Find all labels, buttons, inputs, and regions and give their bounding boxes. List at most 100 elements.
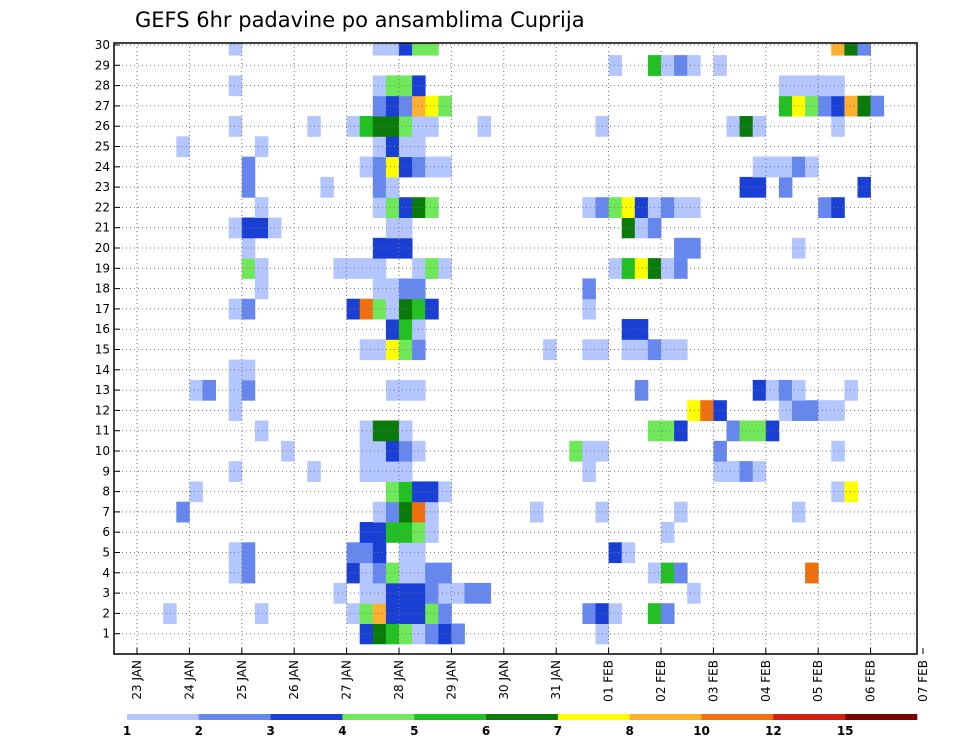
heatmap-cell: [346, 298, 361, 320]
heatmap-cell: [241, 217, 256, 239]
heatmap-cell: [385, 379, 400, 401]
colorbar-swatch: [557, 714, 631, 720]
heatmap-cell: [778, 379, 793, 401]
heatmap-cell: [228, 43, 243, 56]
heatmap-cell: [228, 298, 243, 320]
heatmap-cell: [281, 440, 295, 462]
colorbar-label: 12: [765, 724, 782, 738]
heatmap-cell: [569, 440, 583, 462]
heatmap-cell: [582, 440, 596, 462]
heatmap-cell: [752, 156, 767, 178]
colorbar-swatch: [773, 714, 846, 720]
heatmap-cell: [320, 176, 334, 198]
heatmap-cell: [582, 461, 596, 482]
heatmap-cell: [464, 582, 478, 604]
heatmap-cells: [163, 43, 885, 645]
heatmap-cell: [399, 603, 413, 624]
colorbar-swatch: [414, 714, 487, 720]
heatmap-cell: [385, 501, 400, 523]
y-tick-label: 6: [102, 525, 110, 539]
colorbar-swatch: [127, 714, 200, 720]
heatmap-cell: [752, 176, 767, 198]
heatmap-cell: [674, 562, 688, 584]
heatmap-cell: [254, 278, 269, 300]
heatmap-cell: [752, 420, 767, 442]
x-axis: 23 JAN 24 JAN 25 JAN 26 JAN 27 JAN 28 JAN 29 J…: [130, 648, 930, 702]
heatmap-cell: [818, 197, 832, 218]
y-tick-label: 27: [95, 99, 110, 113]
heatmap-cell: [372, 75, 387, 97]
heatmap-cell: [189, 379, 203, 401]
heatmap-cell: [385, 95, 400, 117]
heatmap-cell: [372, 461, 387, 482]
heatmap-cell: [674, 237, 688, 259]
heatmap-cell: [399, 461, 413, 482]
heatmap-cell: [621, 339, 636, 361]
heatmap-cell: [661, 258, 675, 279]
heatmap-cell: [857, 43, 871, 56]
heatmap-cell: [844, 481, 858, 503]
heatmap-cell: [385, 582, 400, 604]
heatmap-cell: [726, 116, 740, 137]
x-tick-label: 30 JAN: [497, 660, 511, 700]
y-tick-label: 4: [102, 566, 110, 580]
heatmap-cell: [805, 156, 819, 178]
x-tick-label: 31 JAN: [549, 660, 563, 700]
y-tick-label: 16: [95, 322, 110, 336]
heatmap-cell: [844, 95, 858, 117]
heatmap-cell: [385, 461, 400, 482]
heatmap-cell: [176, 501, 190, 523]
heatmap-cell: [372, 136, 387, 158]
x-tick-label: 26 JAN: [287, 660, 301, 700]
heatmap-cell: [228, 379, 243, 401]
heatmap-cell: [438, 562, 452, 584]
colorbar-label: 8: [626, 724, 634, 738]
x-tick-label: 29 JAN: [444, 660, 458, 700]
y-tick-label: 28: [95, 79, 110, 93]
heatmap-cell: [385, 197, 400, 218]
heatmap-cell: [228, 461, 243, 482]
heatmap-cell: [582, 298, 596, 320]
heatmap-cell: [228, 217, 243, 239]
heatmap-cell: [425, 95, 439, 117]
heatmap-cell: [372, 197, 387, 218]
x-tick-label: 07 FEB: [916, 660, 930, 702]
heatmap-cell: [752, 461, 767, 482]
colorbar-label: 6: [482, 724, 490, 738]
heatmap-cell: [726, 461, 740, 482]
heatmap-cell: [844, 379, 858, 401]
heatmap-cell: [805, 75, 819, 97]
colorbar-swatch: [486, 714, 559, 720]
y-tick-label: 13: [95, 383, 110, 397]
heatmap-cell: [399, 95, 413, 117]
heatmap-cell: [425, 603, 439, 624]
colorbar-label: 10: [693, 724, 710, 738]
heatmap-cell: [621, 319, 636, 340]
heatmap-cell: [254, 197, 269, 218]
heatmap-cell: [228, 359, 243, 381]
heatmap-cell: [346, 116, 361, 137]
heatmap-cell: [687, 400, 701, 421]
heatmap-cell: [385, 298, 400, 320]
heatmap-cell: [241, 176, 256, 198]
heatmap-cell: [228, 400, 243, 421]
heatmap-cell: [438, 258, 452, 279]
heatmap-cell: [254, 217, 269, 239]
colorbar-swatch: [629, 714, 702, 720]
heatmap-cell: [438, 156, 452, 178]
heatmap-cell: [241, 562, 256, 584]
heatmap-cell: [385, 217, 400, 239]
heatmap-cell: [752, 116, 767, 137]
y-tick-label: 24: [95, 160, 110, 174]
heatmap-cell: [228, 116, 243, 137]
heatmap-cell: [241, 298, 256, 320]
y-tick-label: 12: [95, 403, 110, 417]
heatmap-cell: [831, 43, 845, 56]
colorbar-label: 5: [410, 724, 418, 738]
heatmap-cell: [805, 95, 819, 117]
heatmap-cell: [399, 542, 413, 564]
chart-title: GEFS 6hr padavine po ansamblima Cuprija: [135, 8, 585, 32]
heatmap-cell: [844, 43, 858, 56]
heatmap-cell: [228, 562, 243, 584]
